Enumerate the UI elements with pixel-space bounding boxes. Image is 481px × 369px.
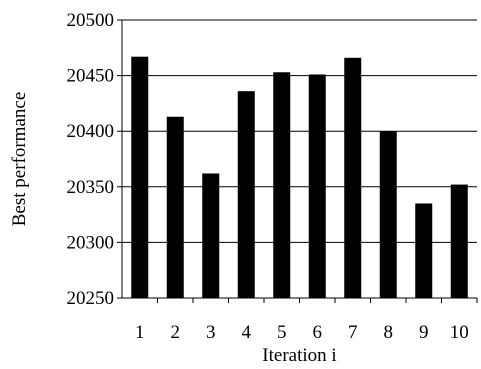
bar-3 <box>202 173 220 298</box>
bar-7 <box>344 57 362 298</box>
bar-10 <box>450 184 468 298</box>
y-tick-label: 20450 <box>67 66 115 87</box>
y-axis-ticks: 20250 20300 20350 20400 20450 20500 <box>67 10 122 309</box>
x-tick-label: 9 <box>419 322 429 343</box>
y-axis-label: Best performance <box>9 92 30 227</box>
bar-6 <box>308 74 326 298</box>
x-tick-label: 5 <box>277 322 287 343</box>
bar-1 <box>131 56 149 298</box>
x-tick-label: 3 <box>206 322 216 343</box>
x-axis-ticks: 1 2 3 4 5 6 7 8 9 10 <box>135 298 478 343</box>
x-tick-label: 10 <box>450 322 469 343</box>
x-tick-label: 6 <box>313 322 323 343</box>
y-tick-label: 20500 <box>67 10 115 31</box>
x-axis-label: Iteration i <box>262 345 336 366</box>
bar-9 <box>415 203 433 298</box>
x-tick-label: 1 <box>135 322 145 343</box>
x-tick-label: 7 <box>348 322 358 343</box>
x-tick-label: 8 <box>384 322 394 343</box>
bar-8 <box>379 131 397 298</box>
y-tick-label: 20350 <box>67 177 115 198</box>
bar-2 <box>166 116 184 298</box>
bar-4 <box>237 91 255 298</box>
y-tick-label: 20400 <box>67 121 115 142</box>
y-tick-label: 20250 <box>67 288 115 309</box>
y-tick-label: 20300 <box>67 232 115 253</box>
bars <box>131 56 468 298</box>
x-tick-label: 2 <box>171 322 181 343</box>
x-tick-label: 4 <box>242 322 252 343</box>
bar-5 <box>273 72 291 298</box>
